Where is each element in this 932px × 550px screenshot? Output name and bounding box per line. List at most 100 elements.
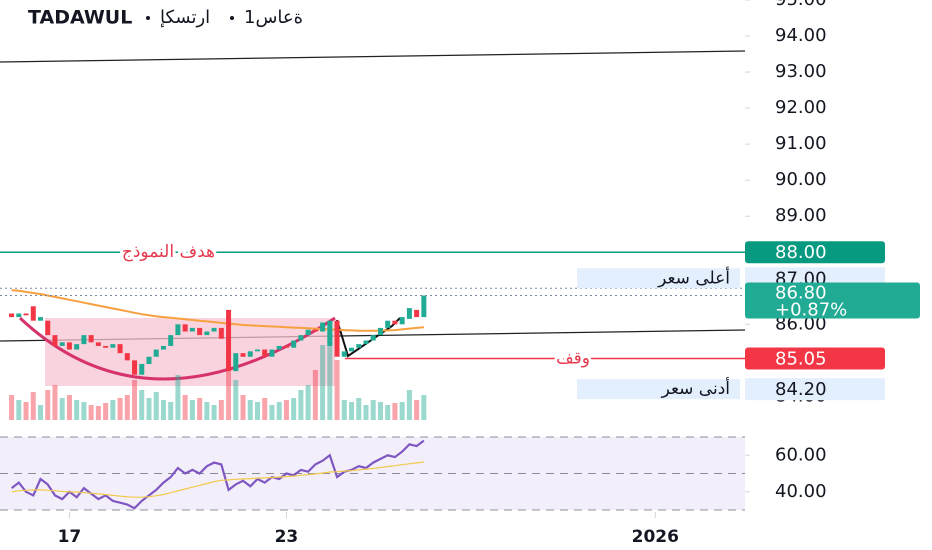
volume-bar: [66, 395, 72, 420]
volume-bar: [254, 402, 260, 420]
candle-body: [262, 349, 268, 357]
low-tag: [745, 378, 885, 401]
trend-line: [0, 50, 746, 63]
candle-body: [269, 349, 275, 357]
volume-bar: [132, 380, 138, 420]
volume-bar: [153, 392, 159, 420]
volume-bar: [204, 402, 210, 420]
volume-bar: [168, 402, 174, 420]
y-tick-label: 93.00: [775, 61, 827, 82]
volume-bar: [45, 390, 51, 420]
candle-body: [385, 320, 391, 328]
candle-body: [421, 295, 427, 318]
exchange: TADAWUL: [28, 7, 132, 29]
candle-body: [204, 331, 210, 336]
candle-body: [392, 320, 398, 325]
volume-bar: [218, 400, 224, 420]
candle-body: [153, 349, 159, 357]
candle-body: [66, 342, 72, 350]
y-tick-label: 91.00: [775, 133, 827, 154]
y-tick-label: 95.00: [775, 0, 827, 10]
separator: [230, 16, 234, 20]
volume-bar: [189, 400, 195, 420]
volume-bar: [211, 405, 217, 420]
volume-bar: [23, 402, 29, 420]
candle-body: [305, 329, 311, 336]
candle-body: [276, 345, 282, 350]
candle-body: [370, 335, 376, 341]
y-tick-label: 40.00: [775, 481, 827, 502]
volume-bar: [197, 398, 203, 420]
low-tag-label: 84.20: [775, 379, 827, 400]
candle-body: [327, 320, 333, 346]
volume-bar: [320, 345, 326, 420]
x-tick-label: 2026: [632, 527, 679, 547]
candle-body: [283, 345, 289, 348]
volume-bar: [269, 405, 275, 420]
volume-bar: [414, 400, 420, 420]
high-name: أعلى سعر: [657, 266, 730, 288]
rsi-line: [11, 461, 424, 498]
candle-body: [23, 313, 29, 316]
y-tick-label: 60.00: [775, 444, 827, 465]
level-name: هدف النموذج: [122, 242, 215, 262]
candle-body: [298, 335, 304, 341]
candle-body: [377, 327, 383, 336]
volume-bar: [262, 398, 268, 420]
volume-bar: [334, 360, 340, 420]
y-tick-label: 90.00: [775, 169, 827, 190]
candle-body: [52, 335, 58, 346]
candle-body: [363, 340, 369, 345]
candle-body: [103, 345, 109, 348]
level-tag-label: 85.05: [775, 349, 827, 370]
candle-body: [356, 344, 362, 348]
volume-bar: [52, 385, 58, 420]
high-name-box: [577, 268, 740, 289]
volume-bar: [349, 402, 355, 420]
candle-body: [341, 351, 347, 357]
candle-body: [16, 313, 22, 318]
last-tag-label: 86.80: [775, 282, 827, 303]
volume-bar: [291, 398, 297, 420]
y-tick-label: 86.00: [775, 313, 827, 334]
candle-body: [334, 320, 340, 357]
candle-body: [414, 309, 420, 318]
candle-body: [226, 309, 232, 372]
candle-body: [211, 327, 217, 332]
volume-bar: [88, 405, 94, 420]
level-name: وقف: [556, 349, 590, 369]
candle-body: [254, 349, 260, 352]
candle-body: [291, 340, 297, 348]
candle-body: [9, 313, 15, 318]
axis: 95.00 94.00 93.00 92.00 91.00 90.00 89.00 86.00…: [58, 0, 827, 547]
volume-bar: [305, 385, 311, 420]
volume-bar: [139, 390, 145, 420]
candle-body: [88, 335, 94, 343]
level-tag: [745, 347, 885, 370]
volume-bar: [160, 400, 166, 420]
candle-body: [175, 324, 181, 336]
candle-body: [168, 335, 174, 346]
candle-body: [189, 327, 195, 332]
volume-bar: [95, 406, 101, 420]
candle-body: [30, 306, 36, 321]
candle-body: [240, 353, 246, 357]
volume-bar: [247, 400, 253, 420]
volume-bar: [175, 375, 181, 420]
candle-body: [38, 317, 44, 321]
volume-bar: [110, 400, 116, 420]
volume-bar: [377, 402, 383, 420]
moving-average: [11, 289, 424, 332]
candle-body: [45, 320, 51, 336]
volume-bar: [38, 405, 44, 420]
candle-body: [95, 342, 101, 346]
candle-body: [312, 329, 318, 332]
volume-bar: [59, 398, 65, 420]
candle-body: [74, 344, 80, 350]
last-tag: [745, 282, 920, 319]
candle-body: [139, 363, 145, 375]
candle-body: [182, 324, 188, 332]
low-name-box: [577, 379, 740, 400]
volume-bar: [124, 395, 130, 420]
